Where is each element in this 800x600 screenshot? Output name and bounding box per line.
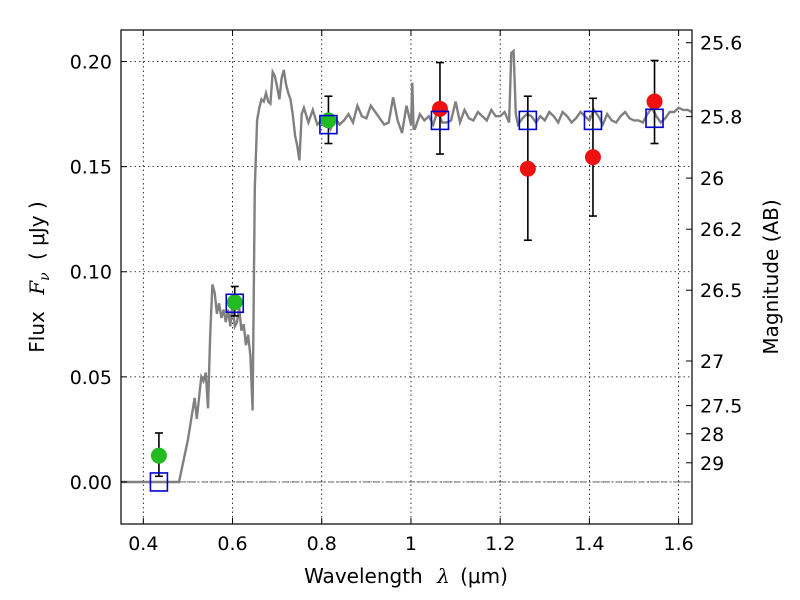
- magnitude-axis-title: Magnitude (AB): [759, 199, 783, 354]
- red-point-2: [584, 149, 601, 166]
- green-point-0: [150, 447, 167, 464]
- y-tick-label-4: 0.20: [70, 52, 112, 74]
- model-square-0: [149, 472, 169, 492]
- x-tick-label-5: 1.4: [574, 533, 604, 555]
- model-square-3: [430, 110, 450, 131]
- x-tick-label-3: 1: [405, 533, 417, 555]
- magnitude-tick-label-3: 26.2: [700, 219, 742, 241]
- y-tick-label-0: 0.00: [70, 472, 112, 494]
- magnitude-tick-label-5: 27: [700, 351, 724, 373]
- magnitude-tick-label-6: 27.5: [700, 396, 742, 418]
- x-tick-label-1: 0.6: [217, 533, 247, 555]
- red-data-points: [431, 93, 663, 177]
- x-tick-label-6: 1.6: [664, 533, 694, 555]
- magnitude-tick-label-2: 26: [700, 168, 724, 190]
- red-point-1: [519, 160, 536, 177]
- magnitude-tick-label-0: 25.6: [700, 33, 742, 55]
- plot-frame: [120, 29, 693, 525]
- x-axis-ticks: 0.4 0.6 0.8 1 1.2 1.4 1.6: [128, 30, 694, 555]
- x-axis-title: Wavelength λ (μm): [304, 564, 508, 588]
- y-tick-label-3: 0.15: [70, 157, 112, 179]
- model-square-6: [645, 108, 664, 129]
- model-square-5: [583, 110, 603, 131]
- y-tick-label-1: 0.05: [70, 367, 112, 389]
- magnitude-tick-label-8: 29: [700, 453, 724, 475]
- magnitude-tick-label-4: 26.5: [700, 280, 742, 302]
- y-axis-title: Flux Fν ( μJy ): [25, 201, 54, 352]
- model-square-1: [225, 293, 245, 314]
- red-point-0: [431, 100, 448, 117]
- x-tick-label-2: 0.8: [307, 533, 337, 555]
- model-square-4: [518, 110, 538, 131]
- y-axis-ticks: 0.00 0.05 0.10 0.15 0.20: [70, 52, 127, 494]
- x-tick-label-4: 1.2: [485, 533, 515, 555]
- magnitude-tick-label-1: 25.8: [700, 107, 742, 129]
- green-point-1: [226, 294, 243, 311]
- y-tick-label-2: 0.10: [70, 262, 112, 284]
- green-point-2: [320, 112, 337, 129]
- magnitude-tick-label-7: 28: [700, 424, 724, 446]
- model-square-2: [319, 114, 338, 135]
- x-tick-label-0: 0.4: [128, 533, 158, 555]
- magnitude-axis-ticks: 25.6 25.8 26 26.2 26.5 27 27.5 28 29: [686, 33, 742, 475]
- red-point-3: [646, 93, 663, 110]
- model-photometry-squares: [149, 108, 664, 492]
